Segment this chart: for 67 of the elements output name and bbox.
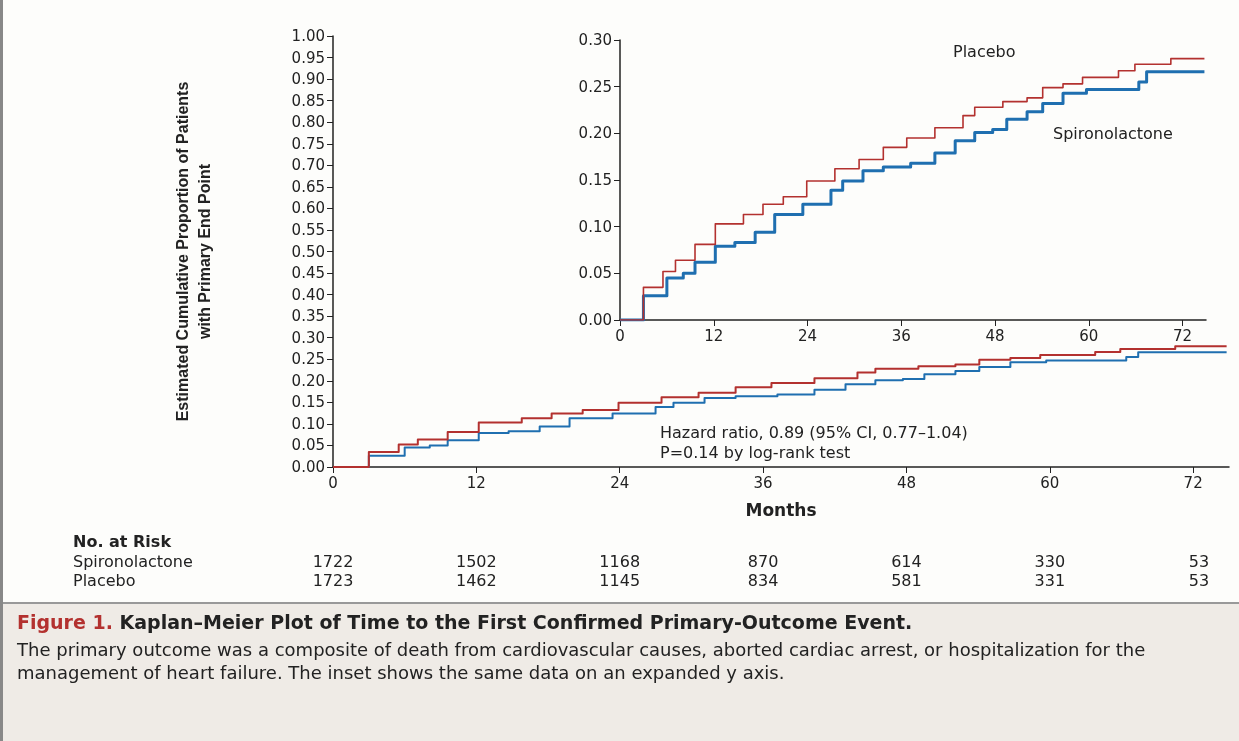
y-tick-label: 0.05: [291, 436, 325, 455]
y-tick-label: 0.20: [291, 371, 325, 390]
x-tick-label: 48: [896, 473, 916, 492]
text: 331: [1034, 570, 1066, 590]
text: Placebo: [953, 42, 1016, 62]
text: 1502: [456, 551, 497, 571]
y-tick-label: 0.30: [291, 328, 325, 347]
y-tick-label: 0.10: [578, 217, 612, 236]
y-tick-label: 0.10: [291, 414, 325, 433]
y-tick-label: 0.30: [578, 31, 612, 49]
text: 1462: [456, 570, 497, 590]
x-tick-label: 36: [891, 326, 911, 345]
y-tick-label: 0.15: [578, 171, 612, 189]
y-tick-label: 0.95: [291, 48, 325, 67]
x-tick-label: 60: [1079, 326, 1099, 345]
y-tick-label: 0.25: [578, 77, 612, 96]
text: 53: [1188, 570, 1210, 590]
x-tick-label: 12: [466, 473, 486, 492]
text: 834: [747, 570, 779, 590]
x-tick-label: 72: [1173, 326, 1193, 345]
text: 1723: [312, 570, 354, 590]
y-tick-label: 0.85: [291, 91, 325, 110]
x-axis-title: Months: [745, 499, 817, 520]
y-tick-label: 0.25: [291, 350, 325, 369]
y-tick-label: 0.45: [291, 264, 325, 283]
y-tick-label: 0.20: [578, 124, 612, 143]
y-tick-label: 0.90: [291, 70, 325, 89]
y-tick-label: 0.35: [291, 307, 325, 326]
x-tick-label: 48: [985, 326, 1005, 345]
text: 53: [1188, 551, 1210, 571]
text: Figure 1. Kaplan–Meier Plot of Time to the First Confirmed Primary-Outcome Event.: [17, 610, 914, 634]
x-tick-label: 24: [610, 473, 630, 492]
text: 330: [1034, 551, 1066, 571]
y-tick-label: 1.00: [291, 27, 325, 45]
y-tick-label: 0.65: [291, 177, 325, 196]
x-tick-label: 12: [704, 326, 724, 345]
x-tick-label: 36: [753, 473, 773, 492]
x-tick-label: 24: [797, 326, 818, 345]
y-tick-label: 0.60: [291, 199, 325, 218]
y-tick-label: 0.40: [291, 285, 325, 304]
text: 870: [747, 551, 779, 571]
x-tick-label: 72: [1183, 473, 1203, 492]
text: 614: [891, 551, 922, 571]
text: No. at Risk: [73, 531, 172, 551]
y-tick-label: 0.00: [291, 458, 325, 476]
text: 1145: [599, 570, 641, 590]
series-label: Spironolactone: [1053, 123, 1173, 143]
y-tick-label: 0.50: [291, 242, 325, 261]
x-tick-label: 0: [328, 473, 338, 492]
annotation: Hazard ratio, 0.89 (95% CI, 0.77–1.04): [660, 422, 968, 442]
y-tick-label: 0.70: [291, 156, 325, 175]
annotation: P=0.14 by log-rank test: [660, 442, 851, 462]
text: 581: [891, 570, 922, 590]
text: Spironolactone: [73, 551, 193, 571]
text: Placebo: [73, 570, 136, 590]
text: 1168: [599, 551, 641, 571]
y-tick-label: 0.55: [291, 220, 325, 239]
x-tick-label: 0: [615, 326, 625, 345]
text: 1722: [312, 551, 354, 571]
text: The primary outcome was a composite of death from cardiovascular causes, aborted cardiac arrest, or hospitalization for the management of heart failure. The inset shows the same data on an expanded y axis.: [17, 638, 1147, 684]
y-tick-label: 0.00: [578, 311, 612, 329]
y-tick-label: 0.80: [291, 113, 325, 132]
y-tick-label: 0.75: [291, 134, 325, 153]
y-axis-title: Estimated Cumulative Proportion of Patients with Primary End Point: [173, 81, 213, 422]
y-tick-label: 0.05: [578, 264, 612, 283]
y-tick-label: 0.15: [291, 393, 325, 412]
x-tick-label: 60: [1040, 473, 1060, 492]
